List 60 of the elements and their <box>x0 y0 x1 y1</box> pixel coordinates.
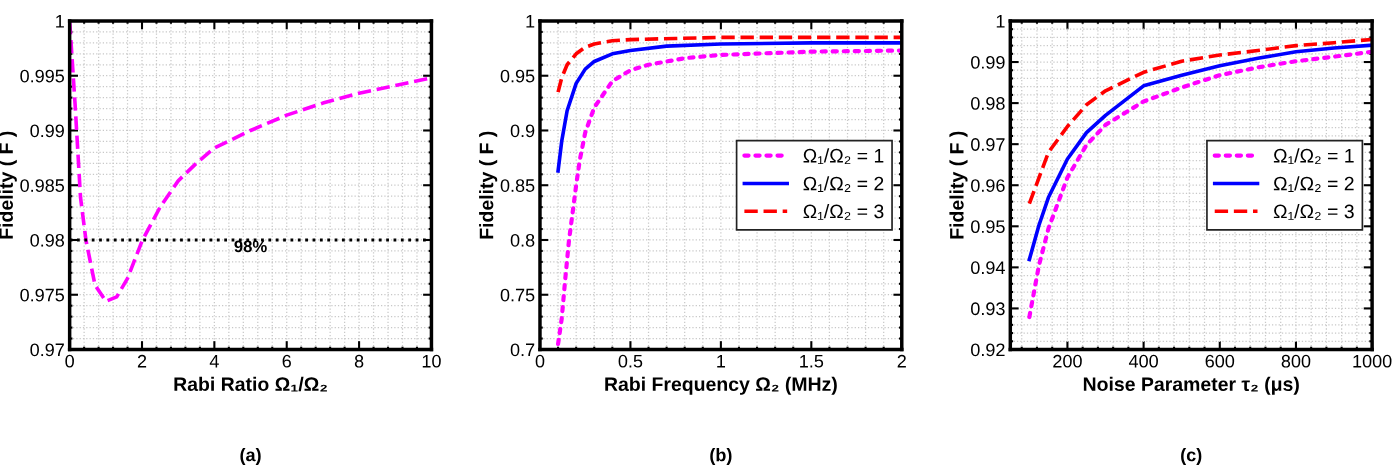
text: (b) <box>710 448 732 465</box>
x-tick-label: 0 <box>535 354 545 368</box>
y-tick-label: 0.98 <box>971 97 1005 110</box>
legend-label: Ω₁/Ω₂ = 1 <box>803 148 884 165</box>
y-tick-label: 0.95 <box>971 220 1005 234</box>
legend-label: Ω₁/Ω₂ = 2 <box>1273 176 1354 192</box>
text: (a) <box>240 448 261 465</box>
y-tick-label: 0.75 <box>500 288 535 302</box>
y-tick-label: 0.94 <box>971 261 1005 275</box>
y-tick-label: 0.99 <box>971 55 1005 69</box>
y-tick-label: 0.96 <box>971 179 1005 192</box>
y-tick-label: 0.92 <box>971 343 1005 357</box>
legend-label: Ω₁/Ω₂ = 3 <box>1273 204 1354 220</box>
x-tick-label: 0 <box>65 354 74 368</box>
y-tick-label: 0.93 <box>971 302 1005 316</box>
legend-label: Ω₁/Ω₂ = 2 <box>803 176 884 192</box>
text: (c) <box>1181 448 1202 465</box>
line-series <box>556 41 902 173</box>
x-tick-label: 4 <box>209 355 219 368</box>
legend-label: Ω₁/Ω₂ = 3 <box>803 204 884 220</box>
x-axis-title: Rabi Ratio Ω₁/Ω₂ <box>174 376 327 392</box>
y-tick-label: 0.8 <box>510 233 535 247</box>
line-series <box>1027 37 1373 206</box>
y-tick-label: 1 <box>526 15 535 28</box>
y-tick-label: 1 <box>56 15 64 28</box>
line-series <box>555 48 902 347</box>
y-tick-label: 1 <box>996 15 1005 28</box>
y-tick-label: 0.995 <box>20 69 65 83</box>
y-tick-label: 0.97 <box>971 138 1005 151</box>
x-tick-label: 8 <box>354 354 364 368</box>
x-tick-label: 10 <box>422 354 441 368</box>
x-tick-label: 600 <box>1205 354 1235 368</box>
y-tick-label: 0.98 <box>30 233 65 247</box>
x-tick-label: 1.5 <box>800 355 824 368</box>
legend-label: Ω₁/Ω₂ = 1 <box>1273 148 1354 165</box>
x-tick-label: 6 <box>282 354 291 368</box>
x-tick-label: 2 <box>897 354 906 368</box>
y-axis-title: Fidelity ( F ) <box>479 131 498 239</box>
ref-line-label: 98% <box>234 240 267 253</box>
y-tick-label: 0.7 <box>510 343 535 357</box>
x-tick-label: 2 <box>137 354 147 368</box>
y-tick-label: 0.97 <box>30 343 64 357</box>
line-series <box>1027 43 1373 262</box>
y-tick-label: 0.9 <box>510 124 535 138</box>
y-tick-label: 0.99 <box>30 124 64 138</box>
x-tick-label: 800 <box>1281 354 1311 368</box>
line-series <box>556 35 902 94</box>
y-tick-label: 0.85 <box>500 179 535 192</box>
y-tick-label: 0.95 <box>500 69 535 83</box>
x-tick-label: 1000 <box>1353 354 1392 368</box>
x-tick-label: 400 <box>1128 354 1158 368</box>
y-tick-label: 0.975 <box>20 288 65 302</box>
line-series <box>1027 49 1373 320</box>
x-tick-label: 1 <box>717 355 726 368</box>
x-tick-label: 0.5 <box>618 354 643 368</box>
x-axis-title: Rabi Frequency Ω₂ (MHz) <box>605 376 837 395</box>
x-tick-label: 200 <box>1053 354 1082 368</box>
y-axis-title: Fidelity ( F ) <box>949 131 968 239</box>
x-axis-title: Noise Parameter τ₂ (μs) <box>1083 376 1299 395</box>
y-tick-label: 0.985 <box>20 179 65 192</box>
